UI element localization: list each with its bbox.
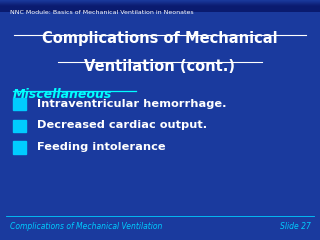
FancyBboxPatch shape [0,4,320,10]
FancyBboxPatch shape [0,1,320,7]
Text: Ventilation (cont.): Ventilation (cont.) [84,59,236,74]
FancyBboxPatch shape [0,4,320,10]
Text: Miscellaneous: Miscellaneous [13,88,112,101]
FancyBboxPatch shape [0,5,320,11]
FancyBboxPatch shape [0,5,320,11]
FancyBboxPatch shape [0,3,320,9]
Text: Complications of Mechanical: Complications of Mechanical [42,31,278,46]
FancyBboxPatch shape [0,6,320,12]
FancyBboxPatch shape [0,1,320,7]
FancyBboxPatch shape [0,4,320,10]
FancyBboxPatch shape [0,5,320,11]
Text: NNC Module: Basics of Mechanical Ventilation in Neonates: NNC Module: Basics of Mechanical Ventila… [10,10,193,15]
FancyBboxPatch shape [0,2,320,8]
FancyBboxPatch shape [0,5,320,11]
FancyBboxPatch shape [0,5,320,11]
Text: Feeding intolerance: Feeding intolerance [37,142,165,152]
FancyBboxPatch shape [0,3,320,9]
FancyBboxPatch shape [0,0,320,6]
FancyBboxPatch shape [0,5,320,11]
FancyBboxPatch shape [0,6,320,12]
FancyBboxPatch shape [0,2,320,8]
Text: Slide 27: Slide 27 [280,222,310,231]
FancyBboxPatch shape [0,3,320,9]
FancyBboxPatch shape [0,4,320,10]
FancyBboxPatch shape [0,3,320,9]
FancyBboxPatch shape [0,0,320,6]
FancyBboxPatch shape [0,0,320,6]
FancyBboxPatch shape [0,3,320,9]
Text: Intraventricular hemorrhage.: Intraventricular hemorrhage. [37,99,226,109]
FancyBboxPatch shape [13,98,26,110]
FancyBboxPatch shape [0,5,320,11]
FancyBboxPatch shape [0,3,320,9]
Text: Decreased cardiac output.: Decreased cardiac output. [37,120,207,130]
FancyBboxPatch shape [0,0,320,6]
FancyBboxPatch shape [13,141,26,154]
FancyBboxPatch shape [0,3,320,9]
FancyBboxPatch shape [0,6,320,12]
FancyBboxPatch shape [0,2,320,8]
FancyBboxPatch shape [0,1,320,7]
FancyBboxPatch shape [0,1,320,7]
FancyBboxPatch shape [0,4,320,10]
Text: Complications of Mechanical Ventilation: Complications of Mechanical Ventilation [10,222,162,231]
FancyBboxPatch shape [0,4,320,10]
FancyBboxPatch shape [0,1,320,7]
FancyBboxPatch shape [13,120,26,132]
FancyBboxPatch shape [0,1,320,7]
FancyBboxPatch shape [0,2,320,8]
FancyBboxPatch shape [0,2,320,8]
FancyBboxPatch shape [0,2,320,8]
FancyBboxPatch shape [0,0,320,6]
